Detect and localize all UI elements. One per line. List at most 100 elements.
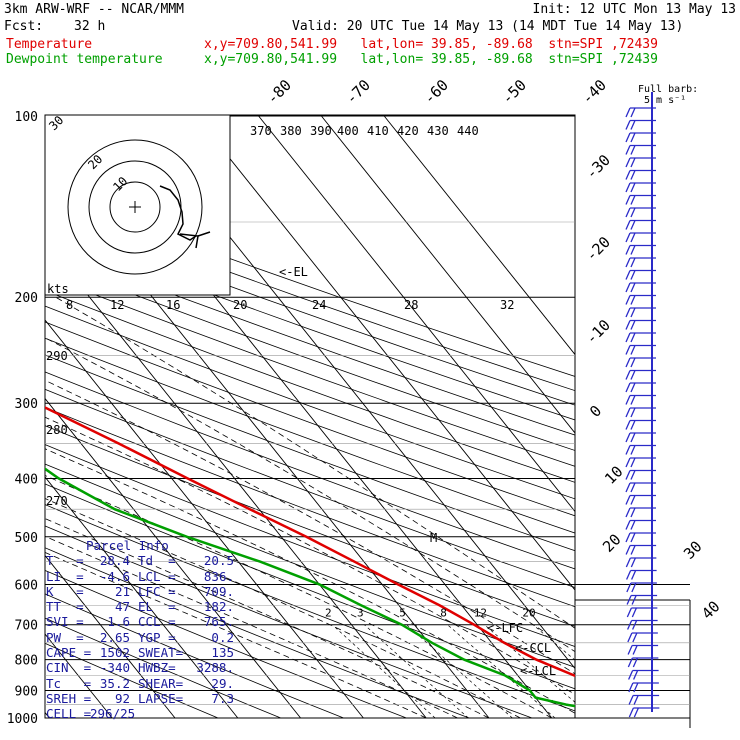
wind-barb-flag — [630, 295, 636, 305]
parcel-info-key: CELL = — [46, 706, 92, 722]
parcel-info-key: PW = — [46, 629, 84, 645]
wind-barb-flag — [633, 682, 639, 693]
wind-barb-flag — [630, 307, 636, 318]
wind-barb-flag — [625, 295, 631, 305]
parcel-info-key: YGP = — [138, 629, 176, 645]
hodograph-box — [44, 114, 231, 296]
theta-top-label: 430 — [427, 124, 449, 138]
mixing-ratio-label: 8 — [440, 607, 447, 620]
isotherm-label: 10 — [601, 462, 627, 488]
hodograph-speed-label: 32 — [500, 298, 514, 312]
moist-adiabat-line — [45, 379, 575, 675]
isotherm-line — [45, 319, 364, 719]
theta-top-label: 400 — [337, 124, 359, 138]
wind-barb-flag — [625, 432, 631, 443]
wind-barb-flag — [626, 570, 632, 580]
hodograph-speed-label: 24 — [312, 298, 326, 312]
wind-barb-flag — [632, 657, 638, 668]
wind-barb-flag — [632, 632, 638, 643]
pressure-tick-label: 900 — [15, 684, 38, 699]
wind-barb-flag — [625, 420, 631, 430]
hodograph-ring — [109, 181, 161, 233]
parcel-info-key: K = — [46, 583, 84, 599]
isotherms — [45, 115, 575, 719]
wind-barb-flag — [625, 482, 631, 493]
wind-barb-flag — [630, 382, 636, 393]
wind-barb-flag — [630, 395, 636, 405]
isotherm-label: -70 — [342, 76, 374, 108]
parcel-info-key: TT = — [46, 599, 84, 615]
parcel-info-value: 0.2 — [211, 629, 234, 645]
wind-barb-flag — [630, 207, 636, 218]
isotherm-label: -30 — [582, 151, 614, 183]
wind-barb-flag — [625, 145, 631, 155]
el-marker: <-EL — [279, 265, 308, 279]
wind-barb-flag — [630, 170, 636, 180]
wind-barb-flag — [628, 707, 634, 718]
wind-barb-flag — [630, 457, 636, 468]
parcel-info-value: 1502 — [99, 645, 130, 661]
wind-barb-flag — [626, 595, 632, 605]
isobars — [45, 115, 690, 719]
wind-barb-flag — [627, 632, 633, 643]
wind-barb-flag — [630, 495, 636, 505]
parcel-info-value: 1.6 — [107, 614, 130, 630]
hodograph-trace — [159, 185, 197, 241]
parcel-info-key: SVI = — [46, 614, 84, 630]
isotherm-label: -10 — [582, 316, 614, 348]
wind-barb-flag — [627, 645, 633, 655]
parcel-info-value: 47 — [114, 599, 130, 615]
forecast-label: Fcst: — [4, 19, 44, 34]
parcel-info-value: 709. — [203, 583, 234, 599]
parcel-info-value: 135 — [211, 645, 234, 661]
wind-barb-flag — [630, 220, 636, 230]
wind-barb-flag — [630, 332, 636, 343]
wind-barb-flag — [628, 695, 634, 705]
theta-top-label: 380 — [280, 124, 302, 138]
isotherm-label: -80 — [263, 76, 295, 108]
wind-barb-flag — [625, 407, 631, 418]
wind-barb-flag — [630, 282, 636, 293]
mixing-ratio-label: 20 — [522, 607, 535, 620]
barb-legend-line1: Full barb: — [638, 84, 698, 95]
parcel-info-key: LI = — [46, 568, 84, 584]
pressure-tick-label: 1000 — [7, 712, 38, 727]
theta-side-label: 280 — [46, 423, 68, 437]
parcel-info-key: CCL = — [138, 614, 176, 630]
wind-barb-flag — [625, 507, 631, 518]
wind-barb-flag — [630, 470, 636, 480]
wind-barb-flag — [630, 345, 636, 355]
wind-barb-flag — [631, 607, 637, 618]
wind-barb-flag — [627, 657, 633, 668]
parcel-info-row: K = 21 LFC = 709. — [46, 584, 236, 599]
wind-barb-flag — [630, 232, 636, 243]
wind-barb-flag — [625, 257, 631, 268]
wind-barb-flag — [625, 270, 631, 280]
isotherm-line — [321, 115, 575, 434]
parcel-info-key: LFC = — [138, 583, 176, 599]
ccl-marker: <-CCL — [515, 641, 551, 655]
model-title: 3km ARW-WRF -- NCAR/MMM — [4, 2, 185, 17]
isotherm-label: 40 — [698, 597, 724, 623]
parcel-info-value: 3288. — [196, 660, 234, 676]
wind-barb-flag — [633, 670, 639, 680]
parcel-info-key: LAPSE= — [138, 690, 184, 706]
moist-adiabat-line — [45, 416, 575, 695]
hodograph-ring — [67, 139, 203, 275]
wind-barb-flag — [625, 557, 631, 568]
isotherm-line — [45, 476, 239, 719]
parcel-info-value: 182. — [203, 599, 234, 615]
wind-barb-flag — [625, 532, 631, 543]
wind-barb-flag — [630, 545, 636, 555]
wind-barb-flag — [628, 682, 634, 693]
wind-barb-flag — [625, 357, 631, 368]
parcel-info-row: TT = 47 EL = 182. — [46, 599, 236, 614]
wind-barb-flag — [631, 595, 637, 605]
wind-barb-flag — [625, 545, 631, 555]
pressure-tick-label: 400 — [15, 472, 38, 487]
isotherm-label: 0 — [586, 402, 605, 421]
parcel-info-key: T = — [46, 553, 84, 569]
isotherm-label: -50 — [498, 76, 530, 108]
wind-barb-flag — [625, 120, 631, 130]
